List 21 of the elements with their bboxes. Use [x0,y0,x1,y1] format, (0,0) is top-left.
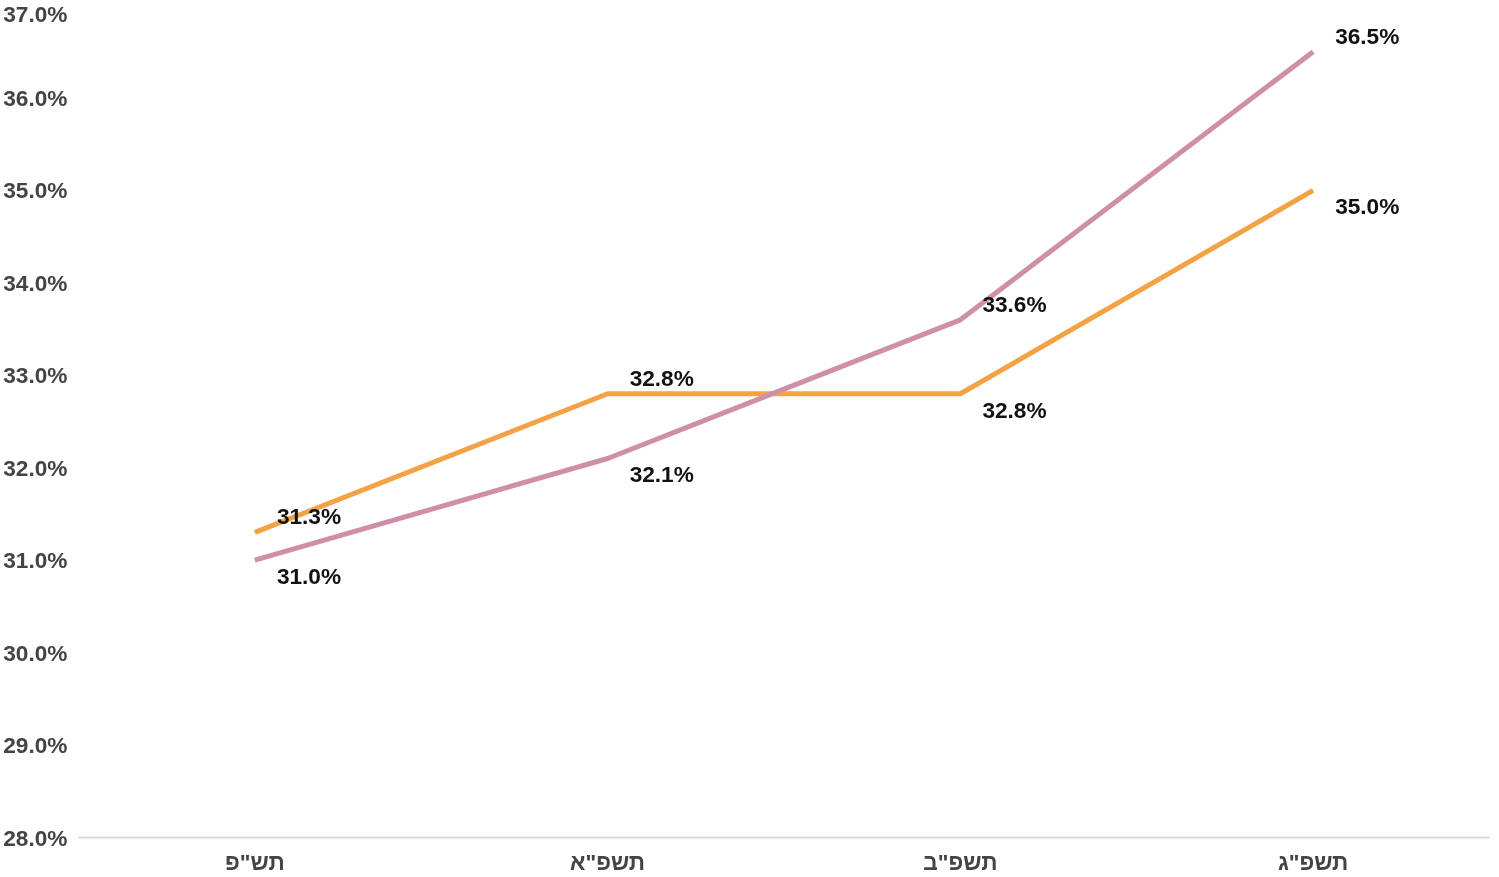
y-tick-label: 28.0% [3,824,68,851]
x-tick-label: תשפ"ב [923,848,998,875]
x-tick-label: תש"פ [225,848,285,875]
y-tick-label: 33.0% [3,362,68,389]
data-label: 32.8% [982,396,1047,423]
y-tick-label: 31.0% [3,547,68,574]
y-tick-label: 36.0% [3,84,68,111]
y-tick-label: 30.0% [3,639,68,666]
y-tick-label: 29.0% [3,732,68,759]
data-label: 32.1% [629,461,694,488]
data-label: 32.8% [629,364,694,391]
x-tick-label: תשפ"א [570,848,646,875]
y-tick-label: 37.0% [3,0,68,27]
y-tick-label: 32.0% [3,454,68,481]
data-label: 31.0% [276,563,342,590]
data-label: 33.6% [982,290,1047,317]
data-label: 35.0% [1335,193,1400,220]
x-tick-label: תשפ"ג [1277,848,1349,875]
y-tick-label: 34.0% [3,269,68,296]
y-tick-label: 35.0% [3,177,68,204]
data-label: 36.5% [1335,22,1400,49]
